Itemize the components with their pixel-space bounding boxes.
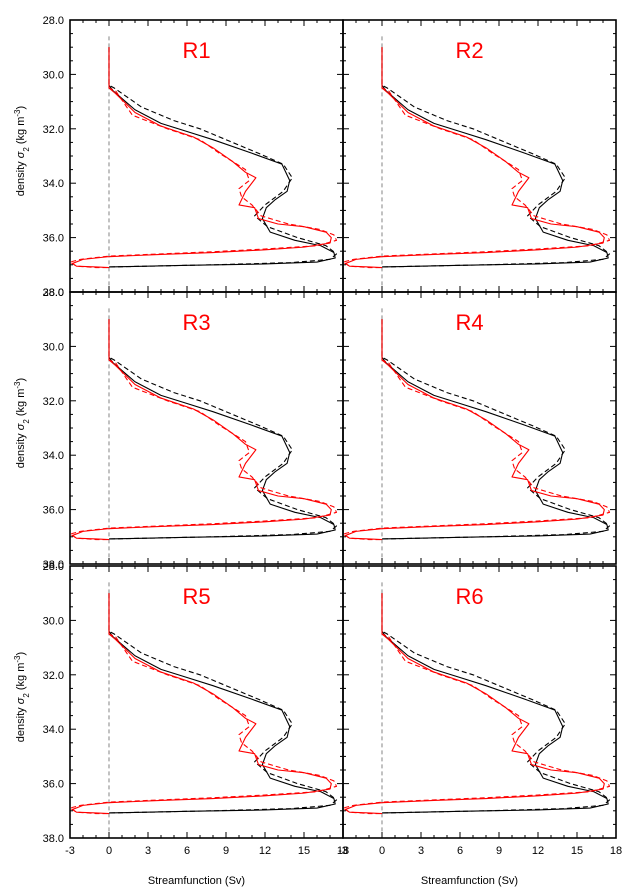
y-axis-title-part: ) [15,106,27,110]
panel-r2: R2 [342,19,617,293]
series-line-black-solid [381,593,609,814]
x-tick-label: 3 [145,845,151,857]
panel-title: R2 [455,38,483,63]
y-axis-title-part: σ [15,151,27,158]
series-line-red-dashed [342,319,611,541]
y-axis-title-part: (kg m [15,389,27,420]
y-axis-title-part: ) [15,378,27,382]
x-tick-label: -3 [65,845,75,857]
x-tick-label: 9 [223,845,229,857]
y-tick-label: 32.0 [43,124,64,136]
y-tick-label: 32.0 [43,396,64,408]
panel-title: R3 [182,310,210,335]
y-axis-title-part: (kg m [15,663,27,694]
y-tick-label: 34.0 [43,450,64,462]
panel-r6: -3 0 3 6 9 12 15 18 R6 [338,565,622,857]
y-tick-label: 34.0 [43,724,64,736]
y-tick-label: 28.0 [43,287,64,299]
series-line-red-solid [72,47,332,269]
y-tick-label: 36.0 [43,779,64,791]
series-line-red-dashed [342,47,611,269]
x-axis-titles: Streamfunction (Sv) Streamfunction (Sv) [148,875,518,887]
y-tick-label: 36.0 [43,233,64,245]
y-tick-label: 30.0 [43,615,64,627]
y-axis-title-part: ) [15,652,27,656]
series-line-red-solid [72,319,332,541]
x-tick-label: 3 [418,845,424,857]
y-tick-label: 30.0 [43,69,64,81]
panel-title: R4 [455,310,483,335]
panel-title: R6 [455,584,483,609]
x-tick-label: 18 [610,845,622,857]
y-tick-label: 38.0 [43,287,64,299]
series-line-red-solid [345,319,605,541]
series-line-red-dashed [69,319,338,541]
series-line-black-solid [381,319,609,540]
x-tick-label: 15 [571,845,583,857]
series-line-black-dashed [381,319,611,540]
y-axis-title: density σ2 (kg m-3) [13,378,31,468]
series-line-red-dashed [69,593,338,815]
x-axis-title: Streamfunction (Sv) [421,875,518,887]
y-axis-title-part: density [15,430,27,468]
series-line-black-solid [108,319,336,540]
series-line-black-dashed [381,593,611,814]
series-line-red-solid [345,593,605,815]
series-line-black-dashed [108,319,338,540]
series-line-black-dashed [381,47,611,268]
y-tick-label: 38.0 [43,559,64,571]
panel-r4: R4 [342,291,617,565]
y-axis-title-part: density [15,158,27,196]
series-line-black-solid [108,47,336,268]
x-tick-label: 6 [184,845,190,857]
series-line-black-solid [381,47,609,268]
series-line-black-solid [108,593,336,814]
panel-title: R1 [182,38,210,63]
y-axis-title: density σ2 (kg m-3) [13,106,31,196]
y-tick-label: 32.0 [43,670,64,682]
panel-r3: 28.0 30.0 32.0 34.0 36.0 38.0 R3 [43,287,344,571]
y-tick-label: 34.0 [43,178,64,190]
y-axis-title-part: 2 [22,693,31,698]
x-tick-label: 18 [337,845,349,857]
x-axis-title: Streamfunction (Sv) [148,875,245,887]
y-tick-label: 28.0 [43,561,64,573]
y-axis-title-part: (kg m [15,117,27,148]
y-tick-label: 38.0 [43,833,64,845]
panel-grid: 28.0 30.0 32.0 34.0 36.0 38.0 R1 R2 28.0 30.0 32.0… [43,15,623,857]
y-axis-title-part: -3 [13,109,22,117]
y-axis-title-part: -3 [13,655,22,663]
y-axis-title-part: σ [15,423,27,430]
y-axis-title-part: -3 [13,381,22,389]
x-tick-label: -3 [338,845,348,857]
y-axis-titles: density σ2 (kg m-3)density σ2 (kg m-3)de… [13,106,31,742]
y-axis-title-part: 2 [22,147,31,152]
x-tick-label: 9 [496,845,502,857]
y-tick-label: 28.0 [43,15,64,27]
x-tick-label: 0 [379,845,385,857]
series-line-black-dashed [108,593,338,814]
x-tick-label: 6 [457,845,463,857]
x-tick-label: 12 [532,845,544,857]
panel-r1: 28.0 30.0 32.0 34.0 36.0 38.0 R1 [43,15,344,299]
y-axis-title-part: density [15,704,27,742]
y-tick-label: 30.0 [43,341,64,353]
series-line-red-solid [72,593,332,815]
x-tick-label: 0 [106,845,112,857]
x-tick-label: 15 [298,845,310,857]
series-line-black-dashed [108,47,338,268]
y-axis-title: density σ2 (kg m-3) [13,652,31,742]
series-line-red-dashed [69,47,338,269]
series-line-red-dashed [342,593,611,815]
series-line-red-solid [345,47,605,269]
y-axis-title-part: σ [15,697,27,704]
y-axis-title-part: 2 [22,419,31,424]
panel-title: R5 [182,584,210,609]
y-tick-label: 36.0 [43,505,64,517]
x-tick-label: 12 [259,845,271,857]
